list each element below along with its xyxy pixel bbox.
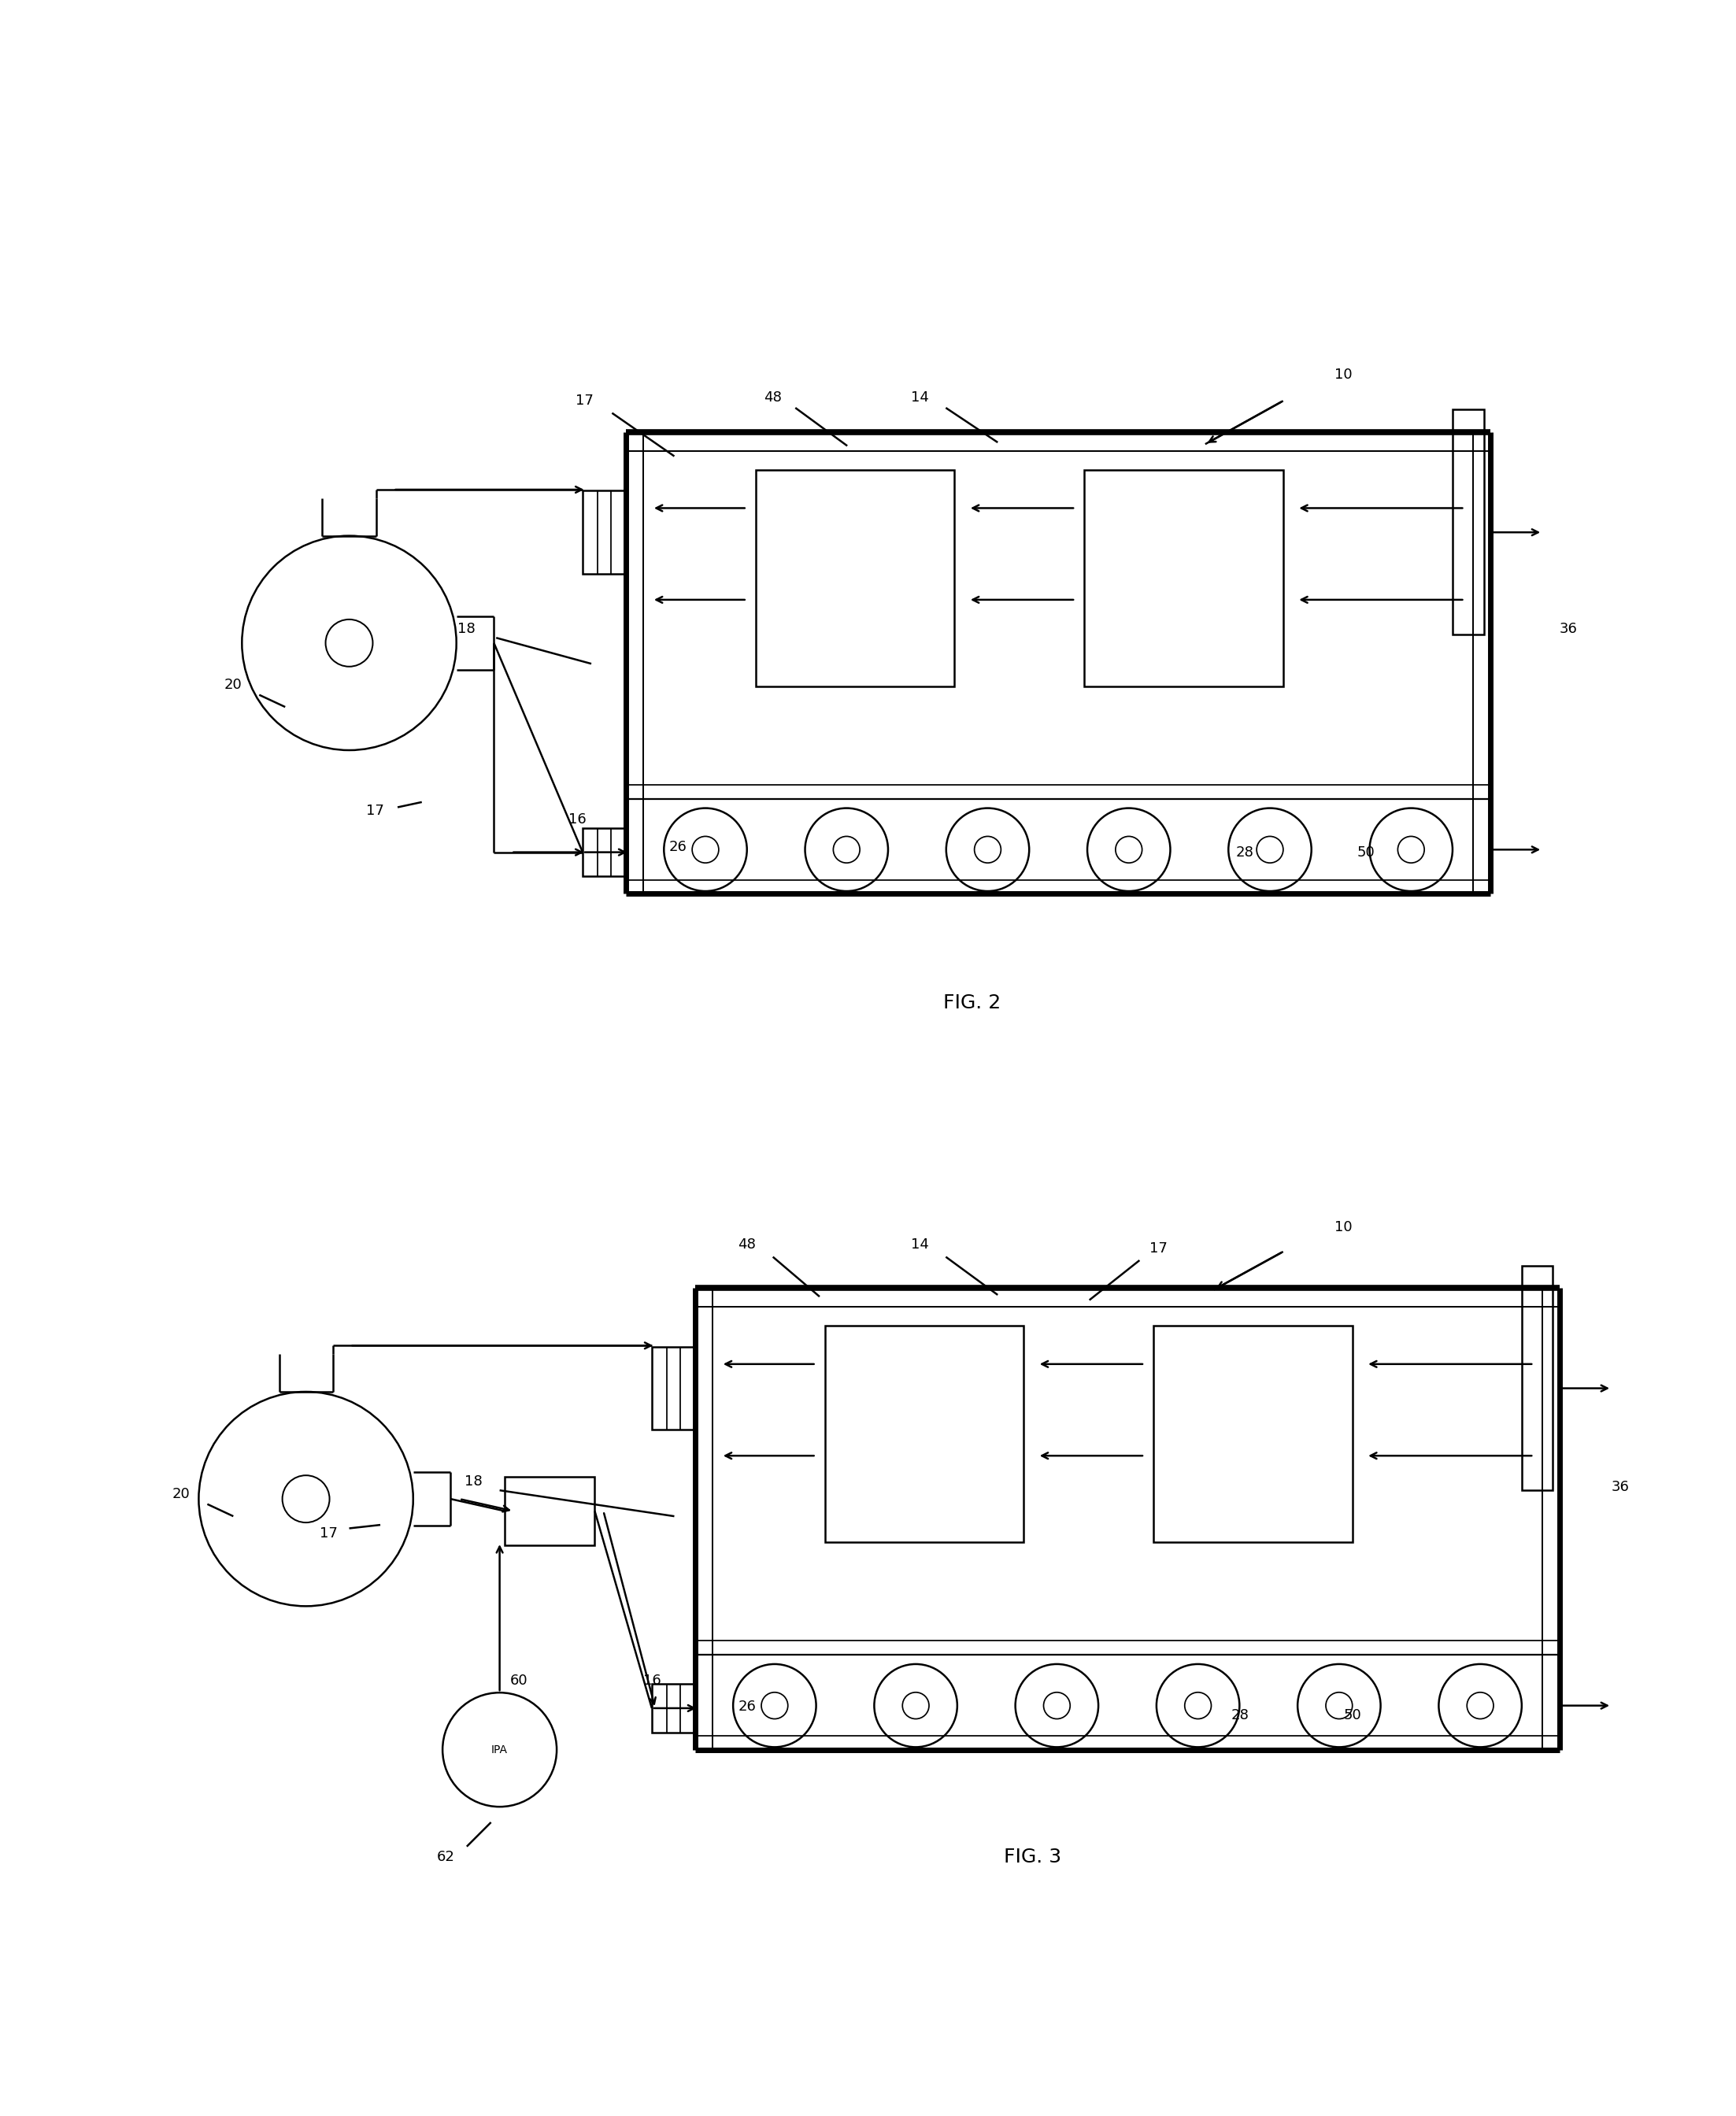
Bar <box>755 470 955 686</box>
Bar <box>1522 1265 1554 1490</box>
Text: 48: 48 <box>738 1238 755 1253</box>
Text: 36: 36 <box>1611 1479 1630 1494</box>
Text: 26: 26 <box>668 840 687 855</box>
Text: 16: 16 <box>642 1674 661 1689</box>
Bar <box>583 491 627 573</box>
Text: FIG. 3: FIG. 3 <box>1003 1847 1061 1866</box>
Circle shape <box>1184 1693 1212 1718</box>
Text: 60: 60 <box>510 1674 528 1689</box>
Text: 28: 28 <box>1231 1708 1248 1722</box>
Circle shape <box>903 1693 929 1718</box>
Text: 10: 10 <box>1335 1221 1352 1234</box>
Text: 10: 10 <box>1335 368 1352 383</box>
Text: 20: 20 <box>224 677 243 692</box>
Text: IPA: IPA <box>491 1744 509 1754</box>
Text: 17: 17 <box>1149 1242 1168 1255</box>
Text: 50: 50 <box>1358 844 1375 859</box>
Bar <box>505 1477 595 1545</box>
Text: 17: 17 <box>575 394 594 408</box>
Circle shape <box>1116 836 1142 863</box>
Bar <box>1085 470 1283 686</box>
Bar <box>1153 1327 1352 1543</box>
Circle shape <box>1043 1693 1069 1718</box>
Text: 50: 50 <box>1344 1708 1361 1722</box>
Bar <box>651 1346 694 1430</box>
Circle shape <box>762 1693 788 1718</box>
Bar <box>1453 411 1484 635</box>
Circle shape <box>974 836 1002 863</box>
Text: 17: 17 <box>366 804 384 817</box>
Text: 20: 20 <box>172 1488 191 1500</box>
Circle shape <box>1467 1693 1493 1718</box>
Bar <box>583 827 627 876</box>
Text: 36: 36 <box>1559 622 1578 637</box>
Text: 28: 28 <box>1236 844 1253 859</box>
Text: FIG. 2: FIG. 2 <box>943 992 1000 1011</box>
Text: 62: 62 <box>437 1849 455 1864</box>
Bar <box>651 1684 694 1733</box>
Circle shape <box>1257 836 1283 863</box>
Circle shape <box>1397 836 1424 863</box>
Circle shape <box>833 836 859 863</box>
Text: 17: 17 <box>319 1526 337 1540</box>
Text: 14: 14 <box>911 1238 929 1253</box>
Text: 48: 48 <box>764 389 781 404</box>
Text: 18: 18 <box>465 1475 483 1490</box>
Text: 16: 16 <box>568 813 587 827</box>
Text: 26: 26 <box>738 1699 755 1714</box>
Circle shape <box>1326 1693 1352 1718</box>
Bar <box>825 1327 1024 1543</box>
Circle shape <box>693 836 719 863</box>
Text: 14: 14 <box>911 389 929 404</box>
Text: 18: 18 <box>458 622 476 637</box>
